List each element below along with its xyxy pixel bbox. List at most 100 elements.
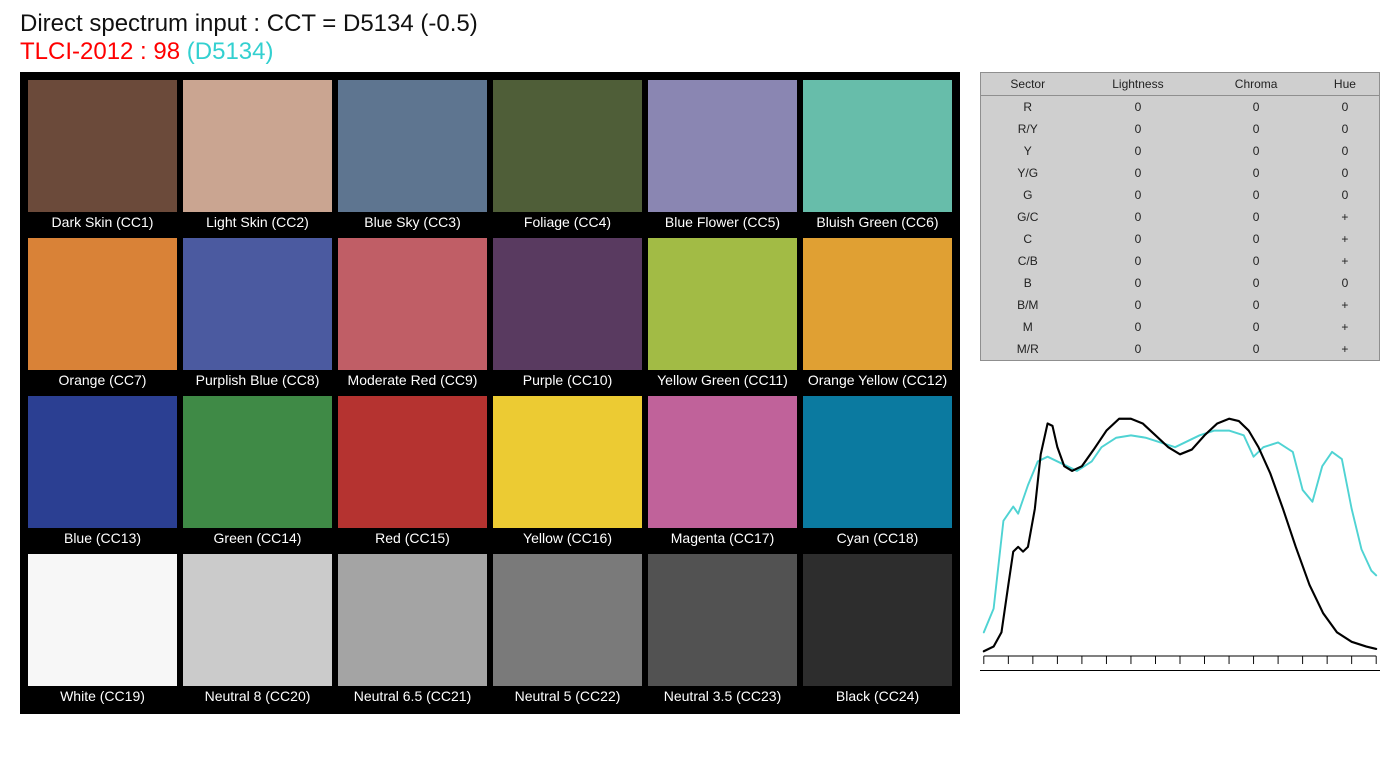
swatch-label: Magenta (CC17)	[648, 528, 797, 548]
swatch-cell: Magenta (CC17)	[648, 396, 797, 548]
table-cell: 0	[1074, 96, 1201, 119]
table-row: B/M00+	[981, 294, 1379, 316]
swatch-patch	[183, 238, 332, 370]
table-cell: +	[1311, 206, 1379, 228]
swatch-patch	[493, 238, 642, 370]
right-panel: SectorLightnessChromaHueR000R/Y000Y000Y/…	[980, 72, 1380, 714]
swatch-cell: Neutral 8 (CC20)	[183, 554, 332, 706]
title-line: Direct spectrum input : CCT = D5134 (-0.…	[20, 10, 1380, 38]
swatch-label: Cyan (CC18)	[803, 528, 952, 548]
table-cell: 0	[1074, 294, 1201, 316]
swatch-cell: Bluish Green (CC6)	[803, 80, 952, 232]
swatch-cell: Light Skin (CC2)	[183, 80, 332, 232]
swatch-cell: Neutral 5 (CC22)	[493, 554, 642, 706]
tlci-score: 98	[153, 38, 186, 65]
table-cell: 0	[1074, 250, 1201, 272]
table-cell: 0	[1074, 272, 1201, 294]
swatch-label: Blue Flower (CC5)	[648, 212, 797, 232]
swatch-label: Black (CC24)	[803, 686, 952, 706]
table-cell: +	[1311, 316, 1379, 338]
table-cell: M	[981, 316, 1074, 338]
swatch-label: Green (CC14)	[183, 528, 332, 548]
table-cell: 0	[1311, 96, 1379, 119]
table-cell: 0	[1311, 162, 1379, 184]
table-cell: 0	[1201, 272, 1311, 294]
swatch-cell: Blue Flower (CC5)	[648, 80, 797, 232]
table-cell: Y	[981, 140, 1074, 162]
spectrum-chart	[980, 391, 1380, 671]
main-layout: Dark Skin (CC1) Light Skin (CC2) Blue Sky …	[20, 72, 1380, 714]
swatch-cell: Purple (CC10)	[493, 238, 642, 390]
swatch-cell: Orange Yellow (CC12)	[803, 238, 952, 390]
table-cell: 0	[1201, 206, 1311, 228]
swatch-label: Light Skin (CC2)	[183, 212, 332, 232]
swatch-patch	[28, 554, 177, 686]
swatch-patch	[648, 80, 797, 212]
table-row: Y/G000	[981, 162, 1379, 184]
swatch-label: White (CC19)	[28, 686, 177, 706]
swatch-patch	[648, 396, 797, 528]
table-row: M/R00+	[981, 338, 1379, 360]
swatch-patch	[493, 80, 642, 212]
table-cell: M/R	[981, 338, 1074, 360]
table-cell: 0	[1074, 206, 1201, 228]
swatch-cell: Blue Sky (CC3)	[338, 80, 487, 232]
table-cell: +	[1311, 250, 1379, 272]
table-cell: B/M	[981, 294, 1074, 316]
swatch-patch	[28, 396, 177, 528]
swatch-label: Red (CC15)	[338, 528, 487, 548]
swatch-patch	[338, 238, 487, 370]
table-cell: G/C	[981, 206, 1074, 228]
swatch-patch	[803, 554, 952, 686]
table-row: M00+	[981, 316, 1379, 338]
table-cell: 0	[1074, 118, 1201, 140]
table-cell: 0	[1201, 162, 1311, 184]
swatch-cell: Blue (CC13)	[28, 396, 177, 548]
swatch-cell: Cyan (CC18)	[803, 396, 952, 548]
swatch-cell: Yellow (CC16)	[493, 396, 642, 548]
table-cell: +	[1311, 338, 1379, 360]
table-cell: 0	[1201, 140, 1311, 162]
swatch-cell: Dark Skin (CC1)	[28, 80, 177, 232]
table-row: B000	[981, 272, 1379, 294]
table-cell: 0	[1311, 140, 1379, 162]
swatch-patch	[28, 238, 177, 370]
swatch-label: Orange (CC7)	[28, 370, 177, 390]
table-cell: 0	[1074, 338, 1201, 360]
swatch-patch	[338, 554, 487, 686]
swatch-label: Bluish Green (CC6)	[803, 212, 952, 232]
colorchecker-panel: Dark Skin (CC1) Light Skin (CC2) Blue Sky …	[20, 72, 960, 714]
swatch-patch	[493, 396, 642, 528]
table-cell: 0	[1201, 184, 1311, 206]
table-cell: B	[981, 272, 1074, 294]
swatch-label: Orange Yellow (CC12)	[803, 370, 952, 390]
table-cell: 0	[1201, 250, 1311, 272]
table-cell: 0	[1201, 338, 1311, 360]
table-header: Sector	[981, 73, 1074, 96]
swatch-label: Neutral 8 (CC20)	[183, 686, 332, 706]
table-cell: Y/G	[981, 162, 1074, 184]
swatch-label: Yellow (CC16)	[493, 528, 642, 548]
swatch-label: Moderate Red (CC9)	[338, 370, 487, 390]
tlci-label: TLCI-2012 :	[20, 38, 153, 65]
swatch-patch	[28, 80, 177, 212]
table-cell: 0	[1201, 228, 1311, 250]
swatch-patch	[803, 238, 952, 370]
swatch-label: Neutral 5 (CC22)	[493, 686, 642, 706]
table-cell: 0	[1074, 316, 1201, 338]
swatch-patch	[183, 554, 332, 686]
swatch-label: Dark Skin (CC1)	[28, 212, 177, 232]
table-row: R000	[981, 96, 1379, 119]
swatch-cell: White (CC19)	[28, 554, 177, 706]
swatch-label: Neutral 6.5 (CC21)	[338, 686, 487, 706]
table-cell: +	[1311, 228, 1379, 250]
swatch-patch	[183, 80, 332, 212]
swatch-cell: Green (CC14)	[183, 396, 332, 548]
swatch-patch	[648, 554, 797, 686]
table-cell: 0	[1201, 96, 1311, 119]
table-cell: 0	[1074, 162, 1201, 184]
swatch-cell: Yellow Green (CC11)	[648, 238, 797, 390]
table-row: R/Y000	[981, 118, 1379, 140]
tlci-reference: (D5134)	[187, 38, 274, 65]
swatch-cell: Black (CC24)	[803, 554, 952, 706]
